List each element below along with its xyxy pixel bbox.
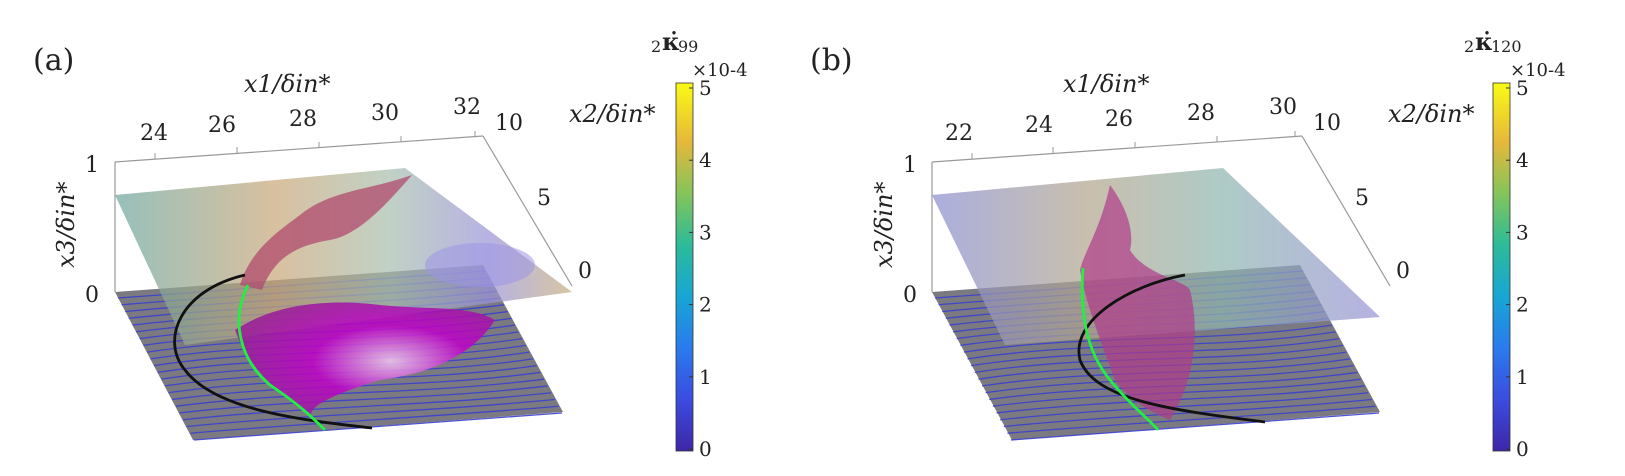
colorbar-label-base: 2: [651, 37, 661, 56]
colorbar-b: 2 κ̇ 120 ×10-4 0 1 2 3 4 5: [1464, 27, 1566, 461]
streamline: [183, 392, 552, 421]
contour-plane-b: [932, 168, 1380, 345]
vortex-core-a: [235, 302, 495, 420]
contour-plane-a: [115, 168, 572, 345]
colorbar-tick-label: 2: [699, 293, 712, 317]
colorbar-tick-label: 3: [1516, 220, 1529, 244]
streamline: [1010, 412, 1380, 441]
streamline: [1003, 398, 1372, 428]
x3-tick-label: 1: [903, 153, 917, 178]
x2-tick-label: 10: [495, 111, 523, 136]
x2-axis-label-a: x2/δin*: [569, 100, 655, 128]
colorbar-tick-label: 1: [699, 365, 712, 389]
panel-label-a: (a): [33, 43, 74, 78]
streamline: [1000, 392, 1369, 421]
x2-axis-line-b: [1301, 135, 1391, 287]
x1-ticks-b: 22 24 26 28 30: [945, 95, 1297, 159]
colorbar-tick-label: 5: [1516, 76, 1529, 100]
x3-axis-label-b: x3/δin*: [870, 182, 898, 268]
green-line-a: [237, 284, 326, 431]
x1-axis-label-a: x1/δin*: [244, 70, 330, 98]
x2-tick-label: 0: [1396, 259, 1410, 284]
x2-ticks-a: 10 5 0: [495, 111, 592, 284]
streamline: [193, 412, 563, 441]
black-line-b: [1077, 273, 1266, 424]
x2-axis-line-a: [482, 135, 573, 287]
x3-tick-label: 0: [903, 283, 917, 308]
colorbar-gradient: [675, 82, 694, 452]
streamline: [175, 378, 544, 407]
x2-tick-label: 5: [537, 186, 551, 211]
colorbar-label-base: 2: [1464, 37, 1474, 56]
streamline: [186, 398, 555, 428]
vortex-surface-a: [240, 175, 412, 290]
colorbar-tick-label: 1: [1516, 365, 1529, 389]
colorbar-label-sub: 99: [678, 37, 698, 56]
colorbar-tick-label: 2: [1516, 293, 1529, 317]
x1-axis-line-b: [931, 135, 1303, 163]
x3-axis-label-a: x3/δin*: [52, 182, 80, 268]
x1-tick-label: 30: [1269, 95, 1297, 120]
colorbar-tick-label: 5: [699, 76, 712, 100]
x3-tick-label: 0: [85, 283, 99, 308]
colorbar-label-kappa: κ̇: [1475, 27, 1493, 56]
x1-tick-label: 22: [945, 121, 973, 146]
contour-blob-a: [425, 243, 535, 287]
x1-axis-label-b: x1/δin*: [1063, 70, 1149, 98]
colorbar-tick-label: 3: [699, 220, 712, 244]
streamline: [1007, 405, 1376, 434]
x2-tick-label: 5: [1355, 186, 1369, 211]
colorbar-tick-label: 4: [1516, 148, 1529, 172]
black-line-a: [173, 273, 373, 430]
colorbar-a: 2 κ̇ 99 ×10-4 0 1 2 3 4 5: [651, 27, 748, 461]
x1-tick-label: 28: [1187, 101, 1215, 126]
streamline: [179, 385, 548, 414]
x1-tick-label: 26: [1105, 107, 1133, 132]
colorbar-tick-label: 0: [699, 437, 712, 461]
colorbar-label-sub: 120: [1491, 37, 1522, 56]
colorbar-scale: ×10-4: [692, 60, 748, 81]
x1-tick-label: 26: [208, 113, 236, 138]
green-line-b: [1080, 267, 1160, 431]
colorbar-ticks-a: 0 1 2 3 4 5: [689, 76, 712, 461]
colorbar-scale: ×10-4: [1510, 60, 1566, 81]
x2-axis-label-b: x2/δin*: [1388, 100, 1474, 128]
panel-b: (b) 22 24 26 28 30 x1/δin* 10 5 0 x2/δin…: [810, 43, 1474, 441]
panel-a: (a) 24 26 28 30 32 x1/δin* 10 5 0 x2/δin…: [33, 43, 655, 441]
x2-tick-label: 0: [578, 259, 592, 284]
x1-tick-label: 24: [1025, 113, 1053, 138]
x3-tick-label: 1: [85, 153, 99, 178]
x1-axis-line-a: [114, 135, 484, 163]
colorbar-tick-label: 0: [1516, 437, 1529, 461]
colorbar-label-kappa: κ̇: [662, 27, 680, 56]
x1-ticks-a: 24 26 28 30 32: [140, 95, 481, 159]
x1-tick-label: 28: [289, 107, 317, 132]
colorbar-ticks-b: 0 1 2 3 4 5: [1506, 76, 1529, 461]
x1-tick-label: 24: [140, 121, 168, 146]
x1-tick-label: 30: [371, 101, 399, 126]
x2-ticks-b: 10 5 0: [1313, 111, 1410, 284]
panel-label-b: (b): [810, 43, 853, 78]
colorbar-tick-label: 4: [699, 148, 712, 172]
vortex-surface-b: [1080, 185, 1195, 420]
streamline: [190, 405, 559, 434]
colorbar-gradient: [1492, 82, 1511, 452]
x1-tick-label: 32: [453, 95, 481, 120]
x2-tick-label: 10: [1313, 111, 1341, 136]
